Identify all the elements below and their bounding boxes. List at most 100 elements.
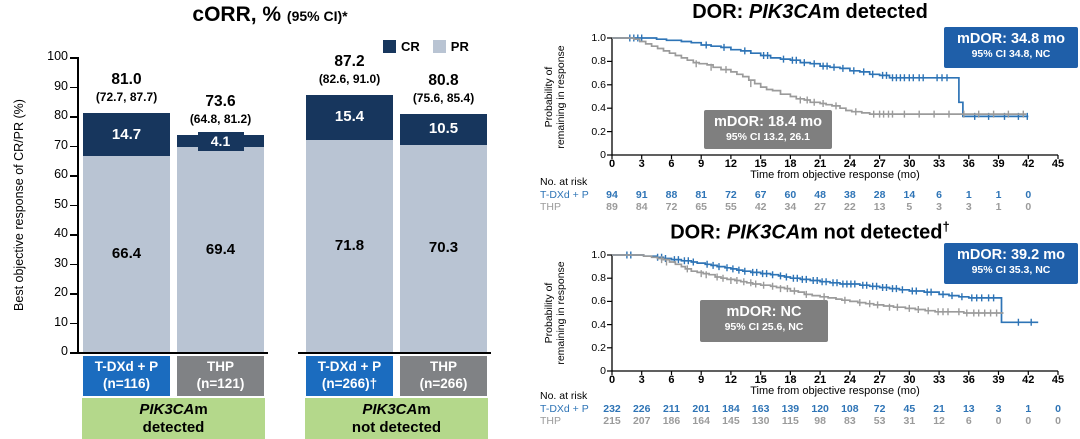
- km2-curve-thp: [612, 254, 1004, 314]
- km1-curve-thp: [612, 37, 1027, 115]
- km1-x-tick-label: 42: [1022, 158, 1035, 170]
- km1-y-tick-label: 0.8: [591, 55, 606, 68]
- km1-x-tick-label: 18: [784, 158, 797, 170]
- km1-x-tick-label: 12: [724, 158, 738, 170]
- bar-y-tick-mark: [70, 145, 77, 147]
- km2-risk-value: 232: [603, 403, 621, 415]
- km1-risk-value: 6: [936, 189, 942, 201]
- km2-mdor-thp-box: mDOR: NC 95% CI 25.6, NC: [700, 300, 828, 342]
- km2-risk-value: 21: [933, 403, 945, 415]
- bar-total-value: 81.0: [111, 71, 142, 89]
- km1-risk-row-label-thp: THP: [540, 201, 561, 213]
- km2-risk-value: 186: [662, 415, 681, 427]
- km2-title-dagger: †: [942, 219, 950, 234]
- bar-y-tick-mark: [70, 263, 77, 265]
- bar-pr-segment: [83, 156, 170, 352]
- bar-arm-label-thp: THP (n=121): [177, 356, 264, 396]
- bar-ci-value: (64.8, 81.2): [189, 111, 252, 126]
- bar-y-tick-label: 60: [54, 167, 68, 181]
- km2-censor-marks-tdxd-p: [626, 251, 1032, 326]
- km2-risk-value: 0: [995, 415, 1002, 427]
- km1-risk-value: 13: [873, 201, 886, 213]
- km2-x-tick-label: 27: [873, 374, 886, 386]
- km2-y-tick-label: 0.4: [591, 318, 606, 331]
- km2-risk-value: 115: [781, 415, 799, 427]
- km1-risk-value: 67: [754, 189, 767, 201]
- km2-risk-value: 53: [873, 415, 886, 427]
- km2-censor-marks-thp: [660, 256, 998, 317]
- bar-cr-value: 14.7: [111, 125, 142, 143]
- bar-total-value: 80.8: [428, 71, 459, 89]
- km1-title-gene: PIK3CA: [748, 1, 823, 23]
- km1-risk-value: 34: [784, 201, 797, 213]
- km2-x-tick-label: 42: [1022, 374, 1035, 386]
- km2-risk-value: 226: [632, 403, 651, 415]
- km1-y-tick-label: 1.0: [591, 32, 606, 44]
- km2-risk-value: 145: [722, 415, 740, 427]
- km1-x-tick-label: 39: [992, 158, 1005, 170]
- km1-x-tick-label: 15: [754, 158, 767, 170]
- bar-ci-value: (75.6, 85.4): [412, 90, 475, 105]
- km1-x-tick-label: 0: [608, 158, 616, 170]
- km2-x-tick-label: 45: [1051, 374, 1065, 386]
- bar-pr-value: 66.4: [111, 245, 142, 263]
- bar-y-tick-mark: [70, 57, 77, 59]
- km2-risk-value: 72: [873, 403, 886, 415]
- km1-risk-value: 65: [695, 201, 708, 213]
- km2-y-tick-label: 0.8: [591, 272, 606, 285]
- bar-ci-value: (72.7, 87.7): [95, 90, 158, 105]
- bar-y-tick-label: 20: [54, 285, 68, 299]
- km2-risk-value: 163: [751, 403, 770, 415]
- km2-risk-value: 3: [995, 403, 1002, 415]
- km1-y-tick-label: 0.4: [591, 102, 606, 115]
- km2-risk-value: 31: [903, 415, 916, 427]
- bar-y-tick-label: 80: [54, 108, 68, 122]
- km1-risk-value: 0: [1025, 201, 1032, 213]
- bar-chart-title-suffix: (95% CI)*: [286, 8, 348, 24]
- bar-y-tick-label: 90: [54, 78, 68, 93]
- km2-x-tick-label: 6: [668, 374, 675, 386]
- km1-x-tick-label: 6: [668, 158, 675, 170]
- bar-chart-title-main: cORR, %: [192, 3, 282, 26]
- km2-title-rest: m not detected: [800, 221, 943, 244]
- km1-mdor-thp-line1: mDOR: 18.4 mo: [714, 114, 822, 130]
- bar-y-tick-mark: [70, 116, 77, 118]
- km1-mdor-thp-box: mDOR: 18.4 mo 95% CI 13.2, 26.1: [704, 110, 832, 149]
- km1-mdor-tdxd-box: mDOR: 34.8 mo 95% CI 34.8, NC: [944, 27, 1078, 68]
- km2-risk-value: 83: [844, 415, 856, 427]
- group-label-not-detected: PIK3CAm not detected: [305, 398, 488, 439]
- bar-pr-segment: [306, 140, 393, 352]
- km2-risk-value: 139: [781, 403, 800, 415]
- km1-y-tick-label: 0.2: [591, 125, 606, 138]
- km2-x-tick-label: 36: [962, 374, 975, 386]
- km1-risk-value: 3: [936, 201, 942, 213]
- km2-risk-value: 6: [965, 415, 972, 427]
- bar-pr-value: 70.3: [428, 239, 459, 257]
- km2-title-prefix: DOR:: [670, 221, 727, 244]
- bar-y-tick-label: 10: [54, 314, 68, 329]
- km2-risk-value: 215: [603, 415, 621, 427]
- bar-y-tick-mark: [70, 322, 77, 324]
- km1-risk-value: 91: [635, 189, 648, 201]
- km2-risk-value: 98: [814, 415, 826, 427]
- km1-x-axis-title: Time from objective response (mo): [750, 169, 920, 181]
- group-label-detected: PIK3CAm detected: [82, 398, 265, 439]
- km1-risk-value: 22: [844, 201, 856, 213]
- km1-curve-tdxd-p: [612, 37, 1029, 118]
- km2-y-tick-label: 0.2: [591, 341, 606, 354]
- km2-x-tick-label: 3: [638, 374, 645, 386]
- km2-x-tick-label: 21: [814, 374, 827, 386]
- bar-x-axis-line: [77, 352, 268, 354]
- km1-risk-row-label-tdxd-p: T-DXd + P: [540, 189, 589, 201]
- bar-y-tick-mark: [70, 234, 77, 236]
- bar-cr-value: 10.5: [428, 120, 459, 138]
- bar-y-tick-label: 70: [54, 137, 68, 152]
- bar-y-tick-label: 0: [61, 344, 68, 358]
- bar-cr-segment: [306, 94, 393, 141]
- km1-risk-value: 27: [814, 201, 826, 213]
- km1-risk-value: 84: [635, 201, 648, 213]
- km1-title: DOR: PIK3CAm detected: [560, 1, 1060, 24]
- km1-censor-marks-tdxd-p: [629, 34, 1028, 120]
- km2-x-tick-label: 12: [724, 374, 738, 386]
